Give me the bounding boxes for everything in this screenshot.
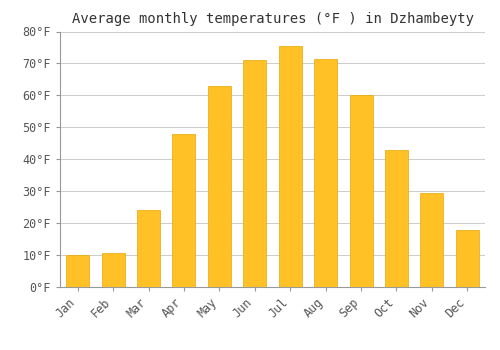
Bar — [385, 150, 408, 287]
Bar — [66, 255, 89, 287]
Bar — [420, 193, 444, 287]
Bar — [102, 253, 124, 287]
Bar — [456, 230, 479, 287]
Bar — [137, 210, 160, 287]
Title: Average monthly temperatures (°F ) in Dzhambeyty: Average monthly temperatures (°F ) in Dz… — [72, 12, 473, 26]
Bar — [314, 59, 337, 287]
Bar — [350, 95, 372, 287]
Bar — [172, 134, 196, 287]
Bar — [208, 86, 231, 287]
Bar — [278, 46, 301, 287]
Bar — [244, 60, 266, 287]
